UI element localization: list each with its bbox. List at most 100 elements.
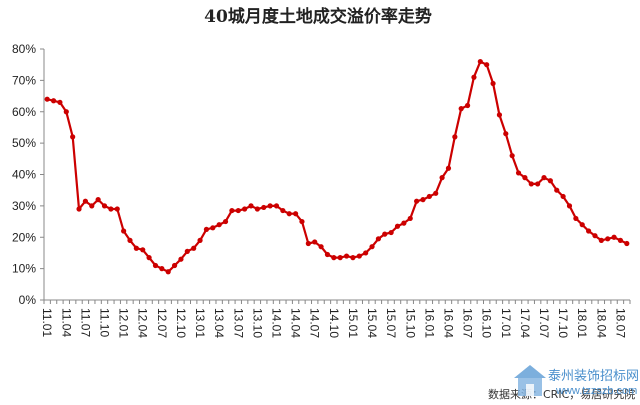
data-point [254,206,260,212]
x-tick-label: 12.10 [174,308,188,338]
data-point [426,193,432,200]
data-point [547,178,553,184]
data-point [312,239,318,245]
data-point [70,134,76,140]
data-point [267,203,273,209]
y-tick-label: 0% [19,293,37,307]
data-point [273,203,280,209]
data-point [515,170,522,176]
data-point [171,262,178,269]
data-point [605,236,611,242]
data-point [324,251,331,258]
data-point [82,198,89,204]
data-point [299,218,305,225]
y-tick-label: 50% [12,136,36,150]
data-point [509,153,515,159]
data-point [292,211,299,217]
data-point [337,255,343,261]
x-tick-label: 13.07 [231,308,245,338]
data-point [63,109,69,115]
x-tick-label: 16.07 [461,308,475,338]
data-point [592,233,598,239]
data-point [617,237,624,243]
x-tick-label: 16.01 [422,308,436,338]
x-tick-label: 11.04 [59,308,73,337]
data-point [203,226,210,233]
series-line [46,60,628,273]
data-point [127,237,133,243]
data-point [286,211,292,217]
data-point [464,102,471,109]
y-tick-label: 30% [12,199,36,213]
data-point [433,190,439,196]
data-point [598,237,604,243]
x-tick-label: 17.01 [499,308,513,338]
data-point [535,181,541,187]
data-point [242,206,248,212]
data-point [184,248,190,254]
x-tick-label: 17.10 [556,308,570,338]
data-point [496,112,503,118]
data-point [388,229,394,236]
x-tick-label: 18.04 [594,308,608,338]
data-point [191,245,197,251]
data-point [566,203,573,209]
data-point [554,187,560,193]
watermark-name: 泰州装饰招标网 [548,369,639,384]
x-tick-label: 12.01 [117,308,131,338]
data-point [114,206,120,212]
data-point [541,175,547,181]
data-point [356,253,362,259]
data-point [101,203,108,209]
x-tick-label: 12.07 [155,308,169,338]
y-axis: 0% 10% 20% 30% 40% 50% 60% 70% 80% [12,42,45,307]
data-point [121,228,127,234]
x-tick-label: 15.10 [403,308,417,338]
data-point [44,96,50,102]
y-tick-label: 60% [12,105,36,119]
data-point [414,198,420,204]
data-point [401,220,407,226]
data-point [477,58,483,65]
data-point [445,165,452,171]
x-tick-label: 13.01 [193,308,207,338]
data-point [369,244,375,250]
data-point [624,240,630,247]
data-point [484,62,490,68]
x-tick-label: 11.01 [40,308,54,337]
y-tick-label: 10% [12,262,36,276]
data-point [611,234,617,240]
x-tick-label: 11.07 [78,308,92,337]
data-point [140,247,146,253]
data-point [350,255,356,261]
data-point [57,99,63,105]
x-tick-label: 14.07 [308,308,322,338]
x-tick-label: 15.04 [365,308,379,338]
data-point [95,197,101,203]
data-point [585,228,592,234]
data-point [261,204,267,211]
data-point [439,175,445,181]
x-tick-label: 16.04 [441,308,455,338]
data-point [579,222,585,228]
x-tick-label: 17.07 [537,308,551,338]
x-axis: 11.01 11.04 11.07 11.10 12.01 12.04 12.07 12.10… [40,299,631,338]
data-point [318,244,324,250]
data-point [133,245,139,251]
data-point [375,236,382,242]
data-point [152,262,159,269]
y-tick-label: 20% [12,230,36,244]
chart-title: 40城月度土地成交溢价率走势 [204,6,432,27]
data-point [235,207,241,214]
data-point [50,98,57,104]
y-tick-label: 70% [12,73,36,87]
data-point [76,206,82,212]
data-point [222,218,229,225]
x-tick-label: 13.04 [212,308,226,338]
data-point [382,231,388,237]
x-tick-label: 14.01 [269,308,283,338]
watermark-house-icon [514,365,546,396]
x-tick-label: 16.10 [480,308,494,338]
data-point [560,193,566,200]
